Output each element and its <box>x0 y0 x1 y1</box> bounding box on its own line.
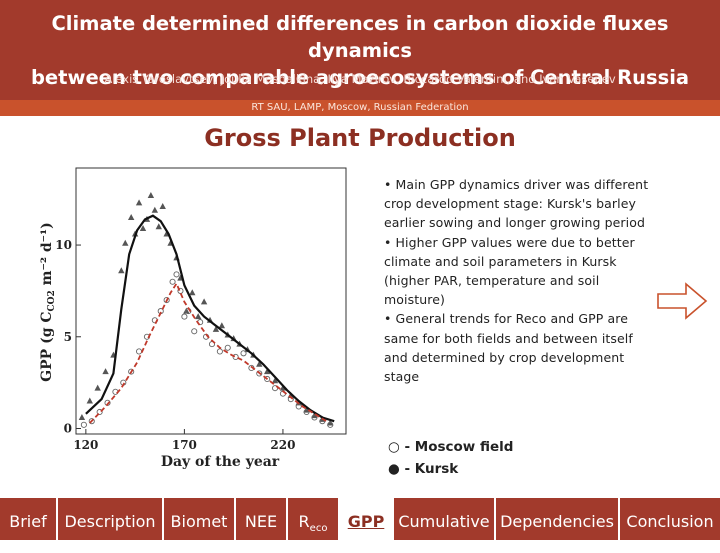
section-title: Gross Plant Production <box>204 124 516 152</box>
data-point-circle <box>264 375 271 383</box>
authors: Alexis Yaroslavtsev, Joulia Meshalkina, … <box>104 72 616 86</box>
nav-brief[interactable]: Brief <box>9 512 47 531</box>
nav-divider <box>392 498 394 540</box>
data-point-triangle <box>189 289 196 296</box>
data-point-triangle <box>135 199 143 206</box>
data-point-triangle <box>263 368 271 375</box>
nav-biomet[interactable]: Biomet <box>170 512 228 531</box>
nav-dependencies[interactable]: Dependencies <box>500 512 614 531</box>
data-point-triangle <box>86 397 93 404</box>
chart-legend: ○ - Moscow field ● - Kursk <box>388 436 513 480</box>
data-point-triangle <box>279 384 287 391</box>
moscow-trend-line <box>89 281 327 424</box>
x-tick-label: 170 <box>172 438 197 452</box>
kursk-trend-line <box>85 214 335 423</box>
nav-nee[interactable]: NEE <box>244 512 278 531</box>
legend-moscow: ○ - Moscow field <box>388 439 514 455</box>
data-point-circle <box>96 408 103 416</box>
data-point-triangle <box>218 322 226 329</box>
legend-kursk: ● - Kursk <box>388 461 459 477</box>
data-point-triangle <box>155 223 162 230</box>
nav-reco[interactable]: Reco <box>288 498 338 540</box>
data-point-triangle <box>118 267 125 274</box>
data-point-triangle <box>159 203 166 210</box>
slide-title: Climate determined differences in carbon… <box>0 10 720 91</box>
data-point-circle <box>169 278 176 285</box>
data-point-triangle <box>102 368 109 375</box>
x-axis-title: Day of the year <box>161 454 280 470</box>
data-point-circle <box>191 328 198 335</box>
data-point-triangle <box>147 192 155 199</box>
affiliation-bar: RT SAU, LAMP, Moscow, Russian Federation <box>0 100 720 116</box>
nav-conclusion[interactable]: Conclusion <box>626 512 714 531</box>
y-axis-title: GPP (g CCO2 m⁻² d⁻¹) <box>39 222 57 382</box>
data-point-circle <box>311 414 318 421</box>
nav-reco-label: R <box>298 512 310 531</box>
nav-divider <box>494 498 496 540</box>
data-point-circle <box>256 370 263 377</box>
bullet-list: • Main GPP dynamics driver was different… <box>384 175 649 386</box>
data-point-circle <box>224 344 231 351</box>
data-point-triangle <box>200 298 208 305</box>
data-point-triangle <box>139 225 147 232</box>
nav-divider <box>338 498 340 540</box>
bullet-3: • General trends for Reco and GPP are sa… <box>384 311 633 385</box>
data-point-circle <box>88 418 95 425</box>
data-point-triangle <box>256 360 263 367</box>
data-point-triangle <box>212 325 220 332</box>
nav-divider <box>162 498 164 540</box>
plot-frame <box>75 167 347 435</box>
data-point-circle <box>303 408 310 416</box>
data-point-circle <box>128 368 135 375</box>
data-point-triangle <box>127 214 135 221</box>
data-point-triangle <box>271 377 279 384</box>
bullet-2: • Higher GPP values were due to better c… <box>384 234 635 308</box>
nav-divider <box>234 498 236 540</box>
data-point-circle <box>327 421 334 428</box>
data-point-circle <box>216 348 223 355</box>
title-line-2: between two comparable agroecosystems of… <box>30 66 690 89</box>
bottom-nav: Brief Description Biomet NEE Reco GPP Cu… <box>0 498 720 540</box>
nav-gpp[interactable]: GPP <box>340 498 392 540</box>
nav-description[interactable]: Description <box>64 512 156 531</box>
data-point-triangle <box>183 307 190 314</box>
gpp-chart: 120 170 220 0 5 10 Day of the year GPP (g CCO… <box>39 167 347 470</box>
nav-cumulative[interactable]: Cumulative <box>398 512 490 531</box>
y-tick-label: 0 <box>64 421 72 435</box>
x-tick-label: 220 <box>270 438 295 452</box>
data-point-circle <box>136 348 143 355</box>
nav-divider <box>286 498 288 540</box>
title-line-1: Climate determined differences in carbon… <box>51 12 669 62</box>
data-point-triangle <box>94 384 101 391</box>
data-point-circle <box>80 421 87 428</box>
data-point-circle <box>181 313 188 320</box>
data-point-circle <box>240 350 247 357</box>
data-point-circle <box>173 271 180 278</box>
nav-divider <box>618 498 620 540</box>
data-point-circle <box>163 297 170 304</box>
y-tick-label: 10 <box>55 238 72 252</box>
x-tick-label: 120 <box>73 438 98 452</box>
title-banner: Climate determined differences in carbon… <box>0 0 720 100</box>
data-point-triangle <box>122 239 129 246</box>
y-tick-label: 5 <box>64 330 72 344</box>
nav-divider <box>56 498 58 540</box>
nav-reco-subscript: eco <box>309 523 328 535</box>
data-point-circle <box>232 353 239 361</box>
data-point-triangle <box>78 413 86 420</box>
right-arrow-icon[interactable] <box>656 282 708 320</box>
data-point-triangle <box>194 313 202 320</box>
data-point-triangle <box>151 206 159 213</box>
bullet-1: • Main GPP dynamics driver was different… <box>384 177 649 231</box>
